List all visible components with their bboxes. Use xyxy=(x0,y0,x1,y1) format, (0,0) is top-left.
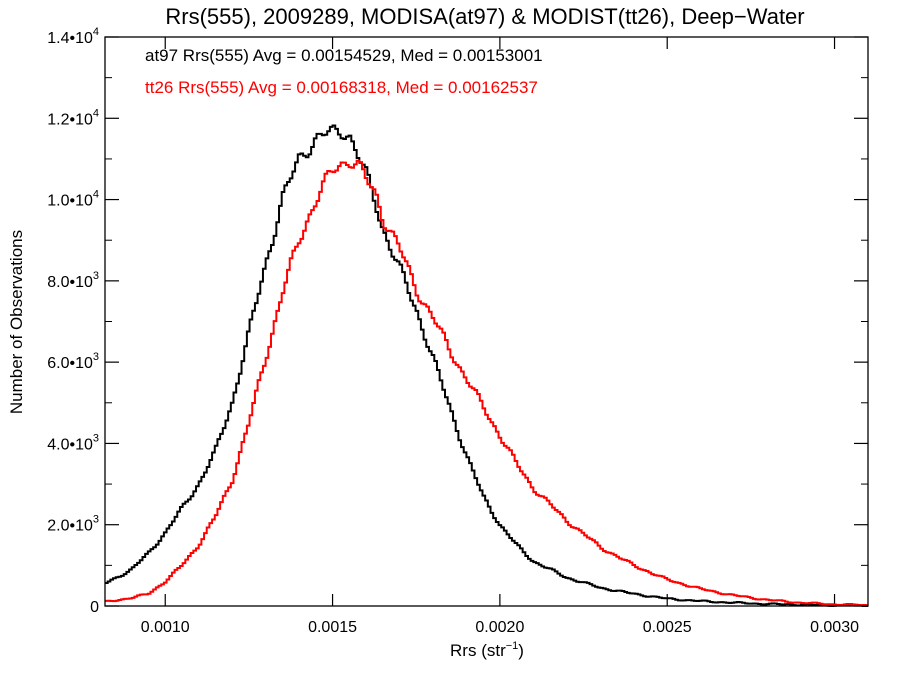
series-line-1 xyxy=(105,159,868,607)
x-axis-label: Rrs (str−1) xyxy=(450,640,524,660)
x-tick: 0.0020 xyxy=(475,37,524,636)
y-tick-label: 6.0•103 xyxy=(47,351,99,372)
x-tick-label: 0.0015 xyxy=(308,619,357,636)
x-tick-label: 0.0025 xyxy=(643,619,692,636)
y-tick: 2.0•103 xyxy=(47,514,868,535)
chart-title: Rrs(555), 2009289, MODISA(at97) & MODIST… xyxy=(165,4,804,29)
y-tick-label: 4.0•103 xyxy=(47,432,99,453)
x-tick: 0.0015 xyxy=(308,37,357,636)
y-tick-label: 2.0•103 xyxy=(47,514,99,535)
y-tick: 0 xyxy=(90,599,868,616)
axis-ticks: 0.0010 0.0015 0.0020 0.0025 0.0030 0 2.0•103 4.… xyxy=(47,26,868,636)
x-tick-label: 0.0020 xyxy=(475,619,524,636)
annotation-tt26: tt26 Rrs(555) Avg = 0.00168318, Med = 0.… xyxy=(145,78,538,97)
y-tick-label: 1.4•104 xyxy=(47,26,99,47)
y-tick-label: 8.0•103 xyxy=(47,270,99,291)
y-axis-label: Number of Observations xyxy=(7,230,26,414)
y-tick: 8.0•103 xyxy=(47,270,868,291)
y-tick: 1.2•104 xyxy=(47,107,868,128)
x-tick: 0.0025 xyxy=(643,37,692,636)
x-tick-label: 0.0030 xyxy=(810,619,859,636)
x-tick: 0.0030 xyxy=(810,37,859,636)
annotation-at97: at97 Rrs(555) Avg = 0.00154529, Med = 0.… xyxy=(145,46,543,65)
y-tick-label: 1.0•104 xyxy=(47,189,99,210)
y-tick: 1.0•104 xyxy=(47,189,868,210)
svg-text:Number of Observations: Number of Observations xyxy=(7,230,26,414)
plot-frame xyxy=(104,36,869,607)
y-tick-label: 0 xyxy=(90,599,99,616)
x-tick-label: 0.0010 xyxy=(141,619,190,636)
y-tick: 6.0•103 xyxy=(47,351,868,372)
x-tick: 0.0010 xyxy=(141,37,190,636)
y-tick: 4.0•103 xyxy=(47,432,868,453)
series-line-0 xyxy=(105,124,868,607)
series-layer xyxy=(105,124,868,607)
y-tick-label: 1.2•104 xyxy=(47,107,99,128)
